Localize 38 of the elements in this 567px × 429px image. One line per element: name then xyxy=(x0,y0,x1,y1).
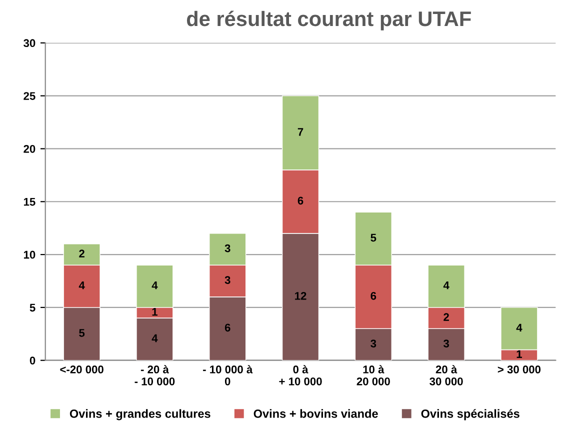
x-tick-label: > 30 000 xyxy=(498,366,541,374)
legend-label: Ovins spécialisés xyxy=(421,409,520,420)
data-label: 4 xyxy=(443,282,450,290)
data-label: 5 xyxy=(79,329,85,337)
data-label: 3 xyxy=(224,276,230,284)
data-label: 7 xyxy=(298,128,304,136)
legend-label: Ovins + grandes cultures xyxy=(70,409,210,420)
y-tick-label: 5 xyxy=(30,304,36,312)
data-label: 3 xyxy=(224,244,230,252)
x-tick-label: <-20 000 xyxy=(60,366,104,374)
x-tick-label: 0 à + 10 000 xyxy=(279,365,322,386)
chart-title: de résultat courant par UTAF xyxy=(186,10,471,30)
y-tick-label: 25 xyxy=(24,92,36,100)
data-label: 4 xyxy=(516,324,522,332)
y-tick-label: 30 xyxy=(24,39,36,48)
data-label: 6 xyxy=(224,324,230,332)
data-label: 3 xyxy=(370,340,376,348)
data-label: 6 xyxy=(370,292,376,300)
y-tick-label: 10 xyxy=(24,250,36,259)
legend-label: Ovins + bovins viande xyxy=(254,409,378,418)
data-label: 4 xyxy=(152,334,158,342)
data-label: 2 xyxy=(444,313,449,321)
data-label: 4 xyxy=(78,282,85,290)
x-tick-label: - 10 000 à 0 xyxy=(203,365,253,386)
data-label: 1 xyxy=(152,308,158,316)
x-tick-label: 10 à 20 000 xyxy=(356,365,390,386)
data-label: 2 xyxy=(79,250,84,258)
data-label: 3 xyxy=(443,340,449,348)
data-label: 12 xyxy=(295,292,306,300)
data-label: 1 xyxy=(516,350,522,358)
data-label: 4 xyxy=(152,282,158,290)
data-label: 5 xyxy=(370,234,376,242)
y-tick-label: 15 xyxy=(24,198,36,206)
data-label: 6 xyxy=(298,196,304,205)
y-tick-label: 20 xyxy=(24,144,36,153)
y-tick-label: 0 xyxy=(30,356,36,364)
x-tick-label: - 20 à - 10 000 xyxy=(134,365,175,386)
x-tick-label: 20 à 30 000 xyxy=(430,365,463,386)
